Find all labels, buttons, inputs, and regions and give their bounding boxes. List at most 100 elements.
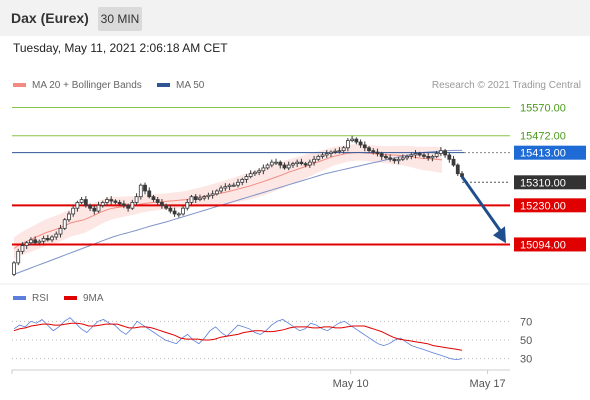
forecast-arrow-head [493,226,506,244]
candle-body [274,161,278,164]
candle-body [324,153,329,156]
candle-body [354,138,359,143]
candle-body [172,210,177,215]
candle-body [303,163,308,166]
candle-body [337,150,342,153]
candle-body [312,158,316,163]
candle-body [236,181,240,186]
timestamp: Tuesday, May 11, 2021 2:06:18 AM CET [13,41,228,55]
rsi-tick-label-2: 30 [520,354,532,366]
candle-body [388,157,393,160]
candle-body [143,184,147,192]
candle-body [417,153,422,156]
candle-body [291,163,295,166]
candle-body [16,250,21,264]
candle-body [455,164,460,175]
candle-body [181,207,185,215]
candle-body [430,156,435,159]
x-tick-label-0: May 10 [333,378,369,390]
candle-body [83,199,88,206]
candle-body [299,161,304,165]
candle-body [320,154,325,157]
rsi-swatch [13,296,26,301]
candle-body [210,193,215,196]
header-bar: Dax (Eurex) 30 MIN [0,0,590,36]
candle-body [33,239,38,244]
candle-body [189,196,194,203]
legend-rsi-label: RSI [32,293,49,304]
candle-body [265,164,270,169]
candle-body [130,202,135,209]
interval-button[interactable]: 30 MIN [98,7,142,31]
legend-9ma-label: 9MA [83,293,104,304]
candle-body [105,199,109,203]
candle-body [384,156,388,159]
candle-body [282,164,287,169]
candle-body [88,204,92,209]
rsi-tick-label-0: 70 [520,316,532,328]
candle-body [396,158,401,162]
candle-body [240,179,245,183]
candle-body [422,154,426,157]
candle-body [134,196,139,203]
level-label-4: 15230.00 [520,200,566,212]
x-tick-label-1: May 17 [470,378,506,390]
candle-body [451,158,456,166]
candle-body [202,196,207,199]
candle-body [160,202,164,206]
candle-body [176,213,181,216]
instrument-title: Dax (Eurex) [11,10,89,26]
candle-body [438,150,443,154]
legend-ma50: MA 50 [157,80,204,91]
candle-body [223,186,228,189]
candle-body [409,154,414,157]
candle-body [193,196,198,200]
level-box-4 [514,198,586,213]
level-box-2 [514,145,586,160]
candle-body [443,150,447,156]
candle-body [206,194,211,198]
candle-body [117,202,122,205]
rsi-line [13,317,463,361]
candle-body [50,236,54,241]
level-label-5: 15094.00 [520,239,566,251]
candle-body [100,202,105,206]
candles [12,135,464,277]
candle-body [121,203,126,206]
candle-body [96,204,101,212]
candle-body [269,161,274,166]
candle-body [41,238,46,242]
candle-body [358,141,363,146]
source-credit: Research © 2021 Trading Central [431,80,581,91]
candle-body [329,151,333,154]
candle-body [345,140,350,149]
candle-body [371,150,376,153]
legend-ma20-label: MA 20 + Bollinger Bands [32,80,142,91]
legend-ma50-label: MA 50 [176,80,205,91]
candle-body [54,233,59,238]
candle-body [198,197,202,200]
candle-body [12,262,16,275]
candle-body [147,190,152,198]
candle-body [219,187,223,192]
ma9-swatch [64,296,77,301]
level-label-1: 15472.00 [520,131,566,143]
legend-9ma: 9MA [64,293,104,304]
candle-body [109,199,114,202]
candle-body [67,213,71,221]
ma50-line [13,149,462,275]
candle-body [185,202,190,209]
candle-body [214,190,219,195]
candle-body [434,153,439,157]
candle-body [113,200,118,203]
candle-body [138,184,143,198]
candle-body [447,154,452,160]
legend-ma20: MA 20 + Bollinger Bands [13,80,142,91]
candle-body [231,184,236,187]
forecast-arrow-shaft [460,175,504,235]
candle-body [392,158,397,162]
candle-body [29,239,33,244]
candle-body [79,199,84,203]
candle-body [126,204,131,209]
